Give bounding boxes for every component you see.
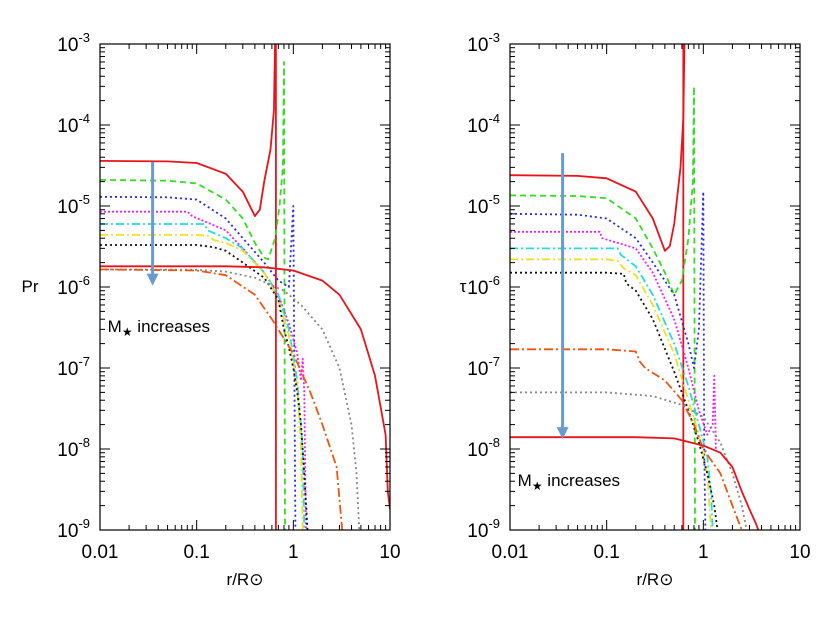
series-green xyxy=(510,85,696,530)
y-tick-label: 10-9 xyxy=(57,516,90,542)
series-red-high xyxy=(100,44,276,217)
series-yellow xyxy=(510,258,712,530)
y-tick-label: 10-5 xyxy=(57,192,90,218)
mass-increases-annotation: M★ increases xyxy=(518,471,620,493)
series-black xyxy=(100,244,309,530)
series-green xyxy=(100,61,286,530)
x-tick-label: 1 xyxy=(288,542,299,563)
series-red-high xyxy=(510,44,686,252)
series-red-low xyxy=(510,436,760,530)
series-red-low xyxy=(100,265,390,510)
x-axis-label: r/R⊙ xyxy=(227,570,264,589)
x-tick-label: 10 xyxy=(379,542,400,563)
y-tick-label: 10-9 xyxy=(467,516,500,542)
y-tick-label: 10-3 xyxy=(57,30,90,56)
y-ticks: 10-9 10-8 10-7 10-6 10-5 10-4 10-3 xyxy=(467,30,800,542)
series-orange xyxy=(510,348,743,530)
y-tick-label: 10-6 xyxy=(467,273,500,299)
series-black xyxy=(510,271,719,530)
y-tick-label: 10-7 xyxy=(57,354,90,380)
x-tick-label: 0.1 xyxy=(593,542,619,563)
y-tick-label: 10-5 xyxy=(467,192,500,218)
y-axis-label: τ xyxy=(460,277,467,296)
y-tick-label: 10-7 xyxy=(467,354,500,380)
series-grey xyxy=(100,268,361,530)
y-tick-label: 10-3 xyxy=(467,30,500,56)
series-orange xyxy=(100,268,344,530)
series-magenta xyxy=(510,230,717,450)
plot-frame xyxy=(99,43,391,531)
y-axis-label: Pr xyxy=(22,277,39,296)
series-blue xyxy=(100,195,297,530)
x-tick-label: 0.01 xyxy=(82,542,119,563)
y-tick-label: 10-6 xyxy=(57,273,90,299)
series-cyan xyxy=(510,247,714,530)
x-tick-label: 0.1 xyxy=(183,542,209,563)
series-group xyxy=(100,44,390,530)
x-tick-label: 0.01 xyxy=(492,542,529,563)
mass-increases-annotation: M★ increases xyxy=(108,317,210,339)
x-tick-label: 1 xyxy=(698,542,709,563)
series-yellow xyxy=(100,234,304,530)
x-axis-label: r/R⊙ xyxy=(637,570,674,589)
series-group xyxy=(510,44,760,530)
pr-panel: 0.01 0.1 1 10 10-9 10-8 10-7 10-6 10-5 10-4 10-3 r/… xyxy=(22,30,401,589)
y-tick-label: 10-4 xyxy=(57,111,90,137)
increase-arrow-head xyxy=(146,273,159,286)
x-tick-label: 10 xyxy=(789,542,810,563)
series-blue xyxy=(510,190,707,530)
increase-arrow-head xyxy=(556,427,569,440)
y-tick-label: 10-4 xyxy=(467,111,500,137)
y-ticks: 10-9 10-8 10-7 10-6 10-5 10-4 10-3 xyxy=(57,30,390,542)
x-ticks: 0.01 0.1 1 10 xyxy=(82,44,401,563)
y-tick-label: 10-8 xyxy=(467,435,500,461)
tau-panel: 0.01 0.1 1 10 10-9 10-8 10-7 10-6 10-5 10-4 10-3 r/… xyxy=(460,30,811,589)
y-tick-label: 10-8 xyxy=(57,435,90,461)
plot-frame xyxy=(509,43,801,531)
